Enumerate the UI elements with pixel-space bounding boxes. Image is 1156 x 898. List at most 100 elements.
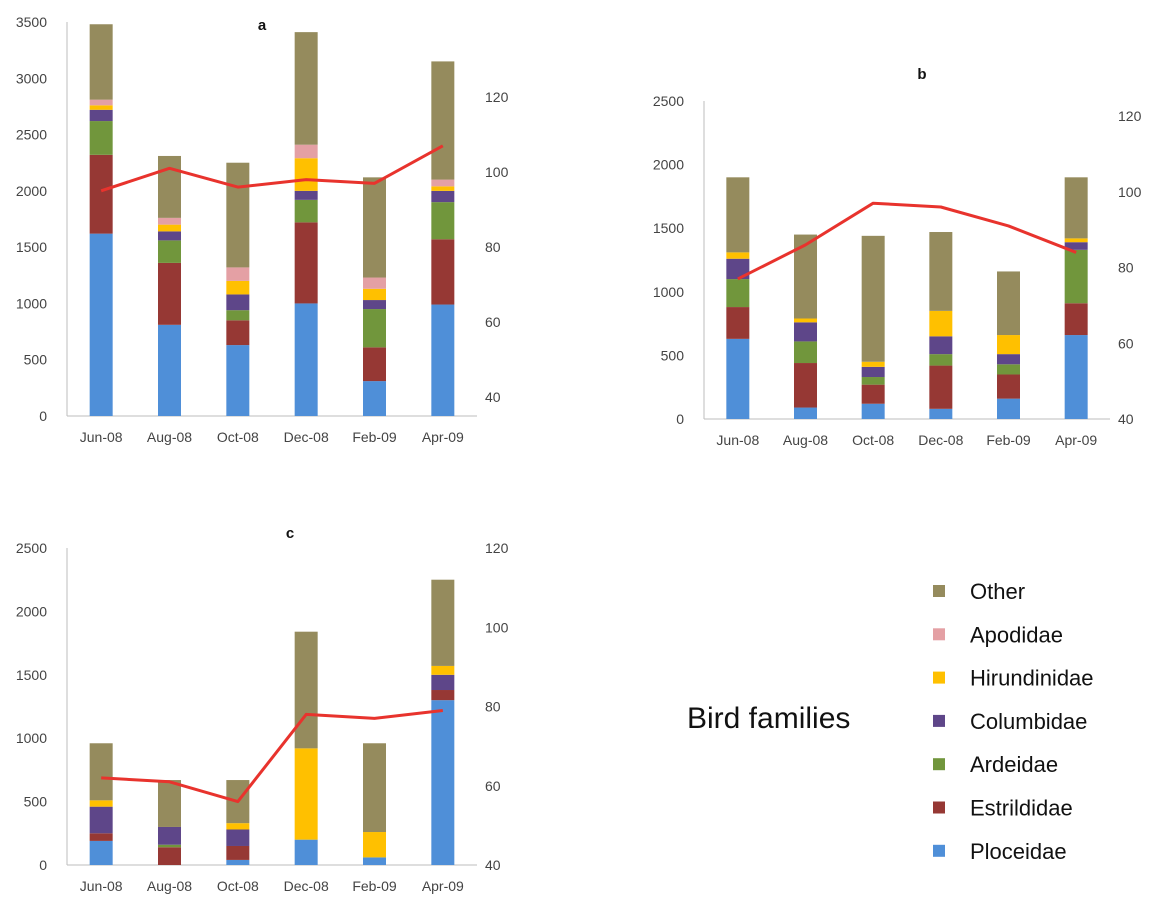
bar-segment-ploceidae [431,304,455,416]
y-tick-label: 1000 [16,295,47,311]
y-tick-label: 2000 [16,603,47,619]
x-tick-label: Oct-08 [217,878,259,894]
legend-label-other: Other [970,579,1025,604]
bar-segment-estrildidae [226,320,250,346]
y2-tick-label: 80 [485,239,501,255]
bar-segment-other [158,155,181,218]
bar-segment-ardeidae [89,121,113,155]
panel-title: a [258,17,267,34]
y2-tick-label: 100 [485,164,509,180]
bar-segment-apodidae [294,144,318,159]
bar-segment-ploceidae [89,840,113,865]
bar-segment-other [431,579,455,666]
y2-tick-label: 120 [1118,108,1142,124]
legend-swatch-ardeidae [933,758,945,771]
y2-tick-label: 60 [1118,335,1134,351]
y-tick-label: 2000 [16,183,47,199]
bar-segment-columbidae [294,190,318,200]
bar-segment-estrildidae [158,262,181,325]
panel-title: b [917,66,926,83]
bar-segment-estrildidae [929,365,953,409]
legend-swatch-other [933,585,945,597]
y2-tick-label: 100 [1118,184,1142,200]
bar-segment-columbidae [363,300,386,310]
bar-segment-estrildidae [861,384,885,404]
bar-segment-estrildidae [997,374,1020,399]
bar-segment-other [294,631,318,749]
bar-segment-ploceidae [226,859,250,865]
bar-segment-hirundinidae [363,832,386,858]
bar-segment-estrildidae [726,307,750,339]
red-series-line [101,708,444,804]
bar-segment-columbidae [226,294,250,311]
x-tick-label: Jun-08 [716,432,759,448]
legend-label-ploceidae: Ploceidae [970,839,1067,864]
y-tick-label: 3500 [16,14,47,30]
x-tick-label: Aug-08 [147,878,192,894]
bar-segment-other [294,32,318,145]
y2-tick-label: 100 [485,619,509,635]
bar-segment-hirundinidae [929,310,953,337]
legend-swatch-apodidae [933,628,945,641]
y2-tick-label: 80 [485,699,501,715]
x-tick-label: Apr-09 [1055,432,1097,448]
bar-segment-columbidae [929,336,953,355]
x-tick-label: Apr-09 [422,878,464,894]
bar-segment-estrildidae [89,833,113,841]
y2-tick-label: 60 [485,314,501,330]
legend-swatch-ploceidae [933,844,945,857]
y-tick-label: 0 [39,857,47,873]
bar-segment-apodidae [226,267,250,281]
bar-segment-estrildidae [226,845,250,860]
bar-segment-hirundinidae [89,800,113,807]
bar-segment-ploceidae [861,403,885,419]
red-series-line [100,144,444,193]
y-tick-label: 1500 [16,239,47,255]
legend-label-hirundinidae: Hirundinidae [970,666,1094,691]
bar-segment-ardeidae [794,341,817,364]
bar-segment-hirundinidae [431,186,455,191]
y2-tick-label: 120 [485,89,509,105]
bar-segment-ploceidae [294,303,318,416]
bar-segment-ardeidae [363,309,386,348]
bar-segment-ardeidae [158,240,181,263]
bar-segment-ploceidae [1064,335,1088,419]
bar-segment-estrildidae [89,154,113,234]
y-tick-label: 1500 [653,220,684,236]
bar-segment-other [794,234,817,319]
y-tick-label: 3000 [16,70,47,86]
y-tick-label: 2500 [653,93,684,109]
bar-segment-ardeidae [861,377,885,385]
bar-segment-ploceidae [794,407,817,419]
bar-segment-columbidae [1064,242,1088,250]
x-tick-label: Apr-09 [422,429,464,445]
x-tick-label: Jun-08 [80,878,123,894]
x-tick-label: Dec-08 [918,432,963,448]
bar-segment-columbidae [794,322,817,342]
x-tick-label: Dec-08 [284,878,329,894]
chart-panel-c: 0 500 1000 1500 2000 2500 40 60 80 100 120 Jun-08 Au… [16,525,509,894]
bar-segment-columbidae [997,354,1020,365]
bar-segment-hirundinidae [89,105,113,110]
bar-segment-other [363,177,386,278]
x-tick-label: Jun-08 [80,429,123,445]
legend: Bird families Other Apodidae Hirundinidae Co… [687,579,1094,864]
bar-segment-estrildidae [431,239,455,305]
y2-tick-label: 40 [1118,411,1134,427]
bar-segment-ardeidae [431,202,455,240]
y2-tick-label: 40 [485,389,501,405]
y-tick-label: 2500 [16,127,47,143]
bar-segment-hirundinidae [1064,238,1088,243]
x-tick-label: Dec-08 [284,429,329,445]
bar-segment-ploceidae [89,233,113,416]
bar-segment-columbidae [861,366,885,378]
y-tick-label: 2500 [16,540,47,556]
bar-segment-columbidae [89,806,113,834]
bar-segment-ploceidae [997,398,1020,419]
red-series-line [737,201,1077,281]
bar-segment-ardeidae [158,844,181,848]
legend-label-apodidae: Apodidae [970,622,1063,647]
y2-tick-label: 40 [485,857,501,873]
bar-segment-apodidae [363,277,386,289]
chart-panel-b: 0 500 1000 1500 2000 2500 40 60 80 100 120 Jun-08 Au… [653,66,1142,448]
